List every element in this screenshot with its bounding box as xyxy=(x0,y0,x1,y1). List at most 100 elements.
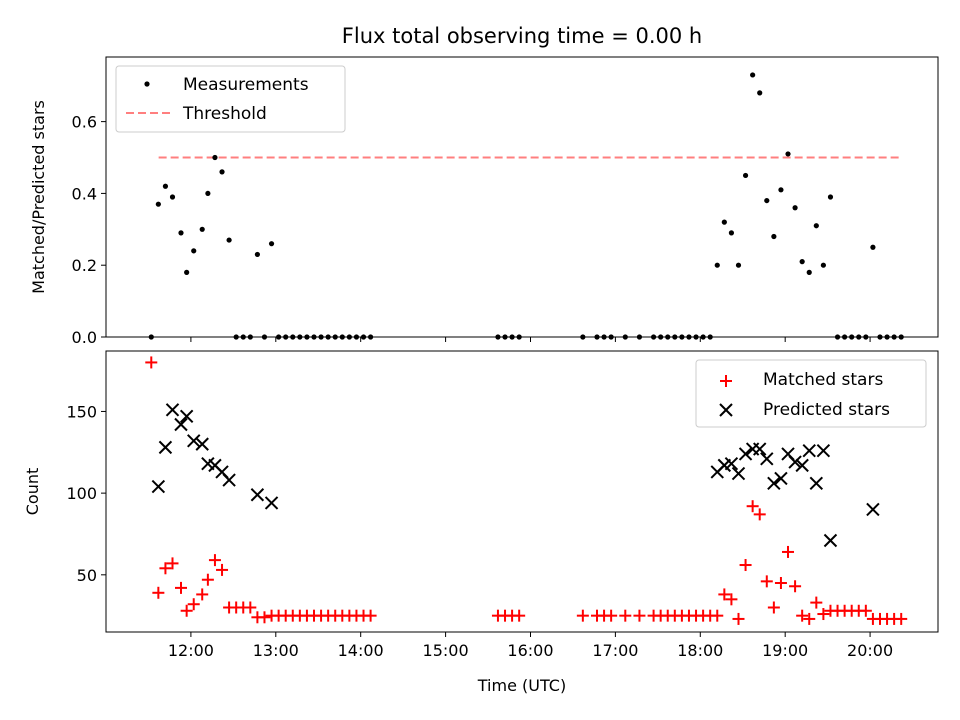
measurement-point xyxy=(212,154,218,161)
predicted-star-point xyxy=(151,479,166,494)
predicted-star-point xyxy=(195,437,209,451)
matched-star-point xyxy=(711,609,724,622)
predicted-star-point xyxy=(823,533,838,548)
predicted-star-point xyxy=(774,471,788,486)
bottom-panel: 50 100 150 12:00 13:00 14:00 15:00 16:00 17:00 18… xyxy=(23,350,939,695)
measurement-point xyxy=(191,248,197,254)
predicted-star-point xyxy=(788,455,802,469)
matched-star-point xyxy=(732,612,745,625)
predicted-star-point xyxy=(753,442,767,456)
predicted-star-point xyxy=(724,457,739,471)
legend-predicted-label: Predicted stars xyxy=(763,400,890,420)
top-panel: 0.0 0.2 0.4 0.6 Matched/Predicted stars xyxy=(29,56,939,347)
measurement-point xyxy=(735,262,742,268)
predicted-star-point xyxy=(767,476,781,491)
predicted-star-point xyxy=(760,452,774,466)
matched-star-point xyxy=(774,576,787,589)
legend-predicted-marker xyxy=(719,403,733,417)
bottom-ytick-label: 100 xyxy=(66,484,97,503)
matched-star-point xyxy=(159,562,172,575)
measurement-point xyxy=(219,169,225,175)
measurement-point xyxy=(169,194,176,200)
top-axes-frame xyxy=(105,56,939,338)
measurement-point xyxy=(785,151,791,157)
bottom-ytick-label: 150 xyxy=(66,402,97,421)
measurement-point xyxy=(757,90,763,96)
matched-star-point xyxy=(619,609,632,622)
predicted-star-point xyxy=(264,496,279,510)
measurement-point xyxy=(870,244,876,250)
measurement-point xyxy=(806,269,812,275)
predicted-star-point xyxy=(187,434,201,448)
measurement-point xyxy=(813,223,819,229)
matched-star-point xyxy=(196,588,209,601)
measurement-point xyxy=(199,226,205,232)
matched-star-point xyxy=(174,581,187,594)
bottom-xtick-label: 14:00 xyxy=(338,641,384,660)
top-legend-frame xyxy=(115,65,346,133)
top-ytick-label: 0.2 xyxy=(72,256,97,275)
bottom-xtick-label: 16:00 xyxy=(507,641,553,660)
bottom-xtick-label: 20:00 xyxy=(847,641,893,660)
bottom-xtick-label: 13:00 xyxy=(253,641,299,660)
matched-star-point xyxy=(739,559,752,572)
top-ytick-label: 0.0 xyxy=(72,328,97,347)
matched-star-point xyxy=(145,356,158,369)
predicted-star-point xyxy=(222,473,236,487)
top-ytick-label: 0.6 xyxy=(72,113,97,132)
predicted-star-point xyxy=(795,458,809,473)
bottom-xtick-label: 18:00 xyxy=(677,641,723,660)
measurement-point xyxy=(226,237,232,243)
measurement-point xyxy=(742,172,749,179)
bottom-legend-frame xyxy=(695,359,927,428)
measurement-point xyxy=(254,251,261,258)
top-ytick-label: 0.4 xyxy=(72,184,97,203)
measurement-point xyxy=(162,183,169,189)
measurement-point xyxy=(827,194,834,200)
matched-star-point xyxy=(513,609,526,622)
matched-star-point xyxy=(746,500,759,513)
matched-star-point xyxy=(201,573,214,586)
bottom-y-axis-label: Count xyxy=(23,468,42,516)
predicted-star-point xyxy=(158,440,173,455)
measurement-point xyxy=(778,187,784,193)
predicted-star-point xyxy=(250,488,265,502)
bottom-xtick-label: 15:00 xyxy=(423,641,469,660)
legend-measurements-marker xyxy=(144,81,150,87)
bottom-xtick-label: 12:00 xyxy=(168,641,214,660)
x-axis-label: Time (UTC) xyxy=(477,676,566,695)
bottom-xtick-label: 19:00 xyxy=(762,641,808,660)
matched-star-point xyxy=(803,612,816,625)
predicted-star-point xyxy=(738,447,753,461)
measurement-point xyxy=(728,230,735,236)
bottom-legend: Matched stars Predicted stars xyxy=(695,359,927,428)
matched-star-point xyxy=(180,604,193,617)
predicted-star-point xyxy=(802,443,816,458)
measurement-point xyxy=(799,259,805,265)
predicted-star-point xyxy=(174,417,188,432)
matched-star-point xyxy=(767,601,780,614)
top-legend: Measurements Threshold xyxy=(115,65,346,133)
matched-star-point xyxy=(208,554,221,567)
bottom-xtick-label: 17:00 xyxy=(592,641,638,660)
predicted-star-point xyxy=(866,502,880,517)
measurement-point xyxy=(820,262,826,268)
matched-star-point xyxy=(258,611,271,624)
legend-matched-label: Matched stars xyxy=(763,370,883,390)
matched-star-point xyxy=(859,604,872,617)
matched-star-point xyxy=(216,563,229,576)
matched-star-point xyxy=(364,609,377,622)
legend-threshold-label: Threshold xyxy=(182,104,267,124)
matched-star-point xyxy=(725,593,738,606)
top-y-axis-label: Matched/Predicted stars xyxy=(29,100,48,294)
legend-matched-marker xyxy=(720,375,732,387)
measurement-point xyxy=(771,233,777,240)
measurement-point xyxy=(178,230,184,236)
measurement-point xyxy=(184,269,190,275)
predicted-star-point xyxy=(816,443,831,458)
predicted-star-point xyxy=(731,466,746,481)
matched-star-point xyxy=(187,598,200,611)
matched-star-point xyxy=(166,557,179,570)
matched-star-point xyxy=(817,608,830,621)
